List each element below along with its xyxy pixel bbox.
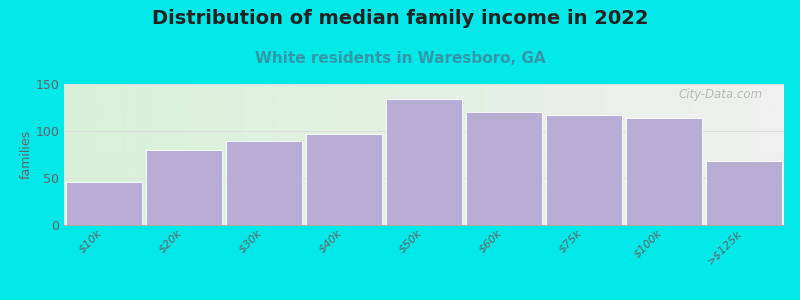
Bar <box>66 182 142 225</box>
Bar <box>706 161 782 225</box>
Text: Distribution of median family income in 2022: Distribution of median family income in … <box>152 9 648 28</box>
Text: City-Data.com: City-Data.com <box>678 88 762 101</box>
Bar <box>386 99 462 225</box>
Bar <box>546 115 622 225</box>
Bar <box>146 150 222 225</box>
Bar <box>306 134 382 225</box>
Bar <box>226 141 302 225</box>
Y-axis label: families: families <box>19 130 33 179</box>
Bar <box>626 118 702 225</box>
Bar <box>466 112 542 225</box>
Text: White residents in Waresboro, GA: White residents in Waresboro, GA <box>254 51 546 66</box>
